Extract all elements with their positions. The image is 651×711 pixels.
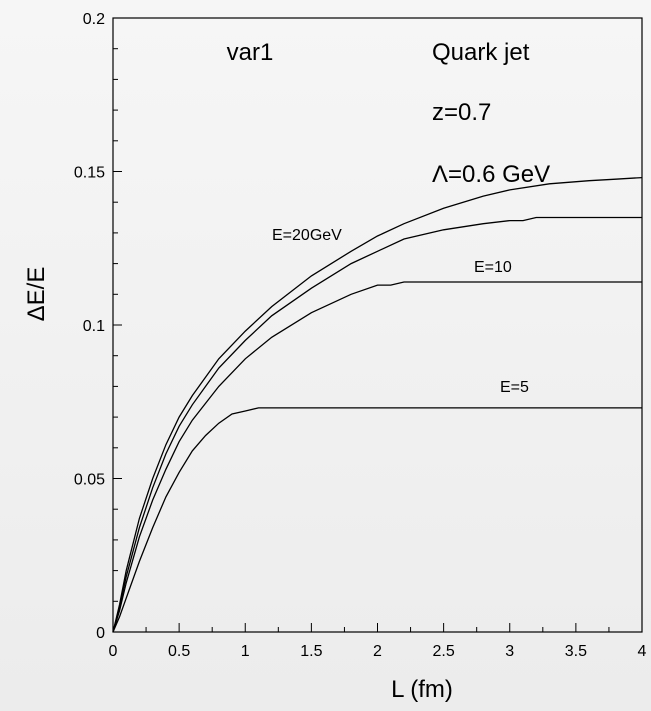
series-label-e10: E=10 [474,259,512,276]
x-tick-label: 1 [241,643,250,660]
y-tick-label: 0.05 [74,472,105,489]
annotation-lambda: Λ=0.6 GeV [432,161,550,188]
plot-frame [112,17,643,633]
x-tick-label: 2.5 [433,643,455,660]
y-tick-label: 0.2 [83,11,105,28]
annotation-var1: var1 [227,39,274,66]
x-axis-title: L (fm) [391,676,453,703]
x-axis-ticks: 0 0.5 1 1.5 2 2.5 3 3.5 4 [109,623,647,660]
x-tick-label: 3 [505,643,514,660]
x-tick-label: 0.5 [168,643,190,660]
x-tick-label: 0 [109,643,118,660]
series-line-3 [112,407,642,633]
x-tick-label: 4 [638,643,647,660]
annotation-z: z=0.7 [432,99,491,126]
series-lines [112,176,643,633]
x-tick-label: 3.5 [565,643,587,660]
y-axis-ticks: 0 0.05 0.1 0.15 0.2 [74,11,122,642]
series-line-0 [112,176,643,633]
x-tick-label: 2 [373,643,382,660]
annotation-jet-type: Quark jet [432,39,530,66]
series-line-1 [112,216,642,633]
series-line-2 [112,281,642,633]
y-tick-label: 0 [96,625,105,642]
x-tick-label: 1.5 [300,643,322,660]
y-tick-label: 0.1 [83,318,105,335]
series-label-e5: E=5 [500,379,529,396]
y-axis-title: ΔE/E [23,267,50,322]
series-label-e20: E=20GeV [272,227,342,244]
y-tick-label: 0.15 [74,165,105,182]
